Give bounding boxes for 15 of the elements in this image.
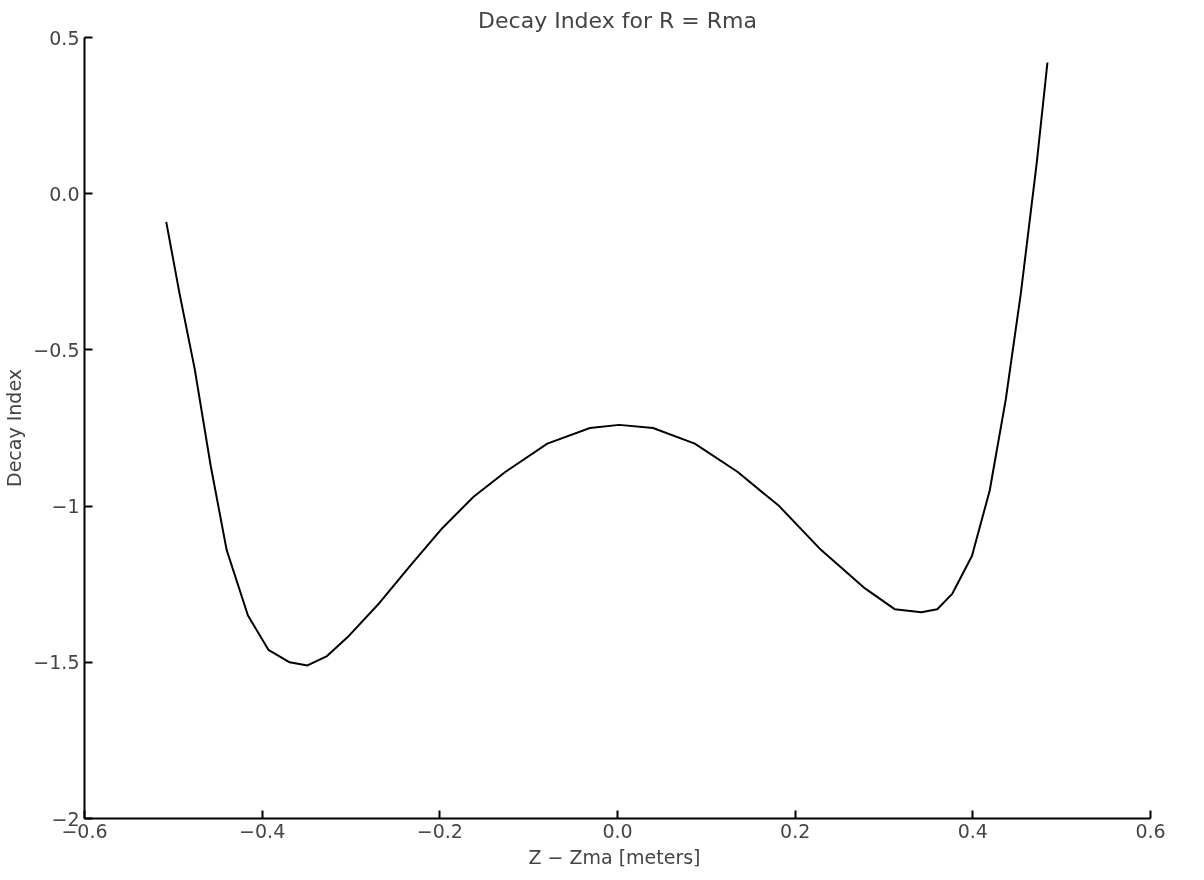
- y-tick-label: 0.0: [49, 182, 80, 205]
- y-tick-label: −0.5: [33, 338, 80, 361]
- y-tick-label: 0.5: [49, 26, 80, 49]
- y-tick-label: −1: [51, 495, 80, 518]
- line-series: [165, 61, 1049, 667]
- x-tick-label: 0.6: [1135, 819, 1166, 842]
- x-tick-label: 0.0: [602, 819, 633, 842]
- x-tick-label: 0.4: [957, 819, 988, 842]
- x-tick-label: −0.2: [416, 819, 463, 842]
- y-axis-title: Decay Index: [3, 369, 26, 487]
- x-axis-title: Z − Zma [meters]: [528, 845, 701, 868]
- x-tick-label: 0.2: [780, 819, 811, 842]
- x-tick-label: −0.4: [239, 819, 286, 842]
- y-tick-label: −1.5: [33, 651, 80, 674]
- chart-title: Decay Index for R = Rma: [478, 7, 757, 33]
